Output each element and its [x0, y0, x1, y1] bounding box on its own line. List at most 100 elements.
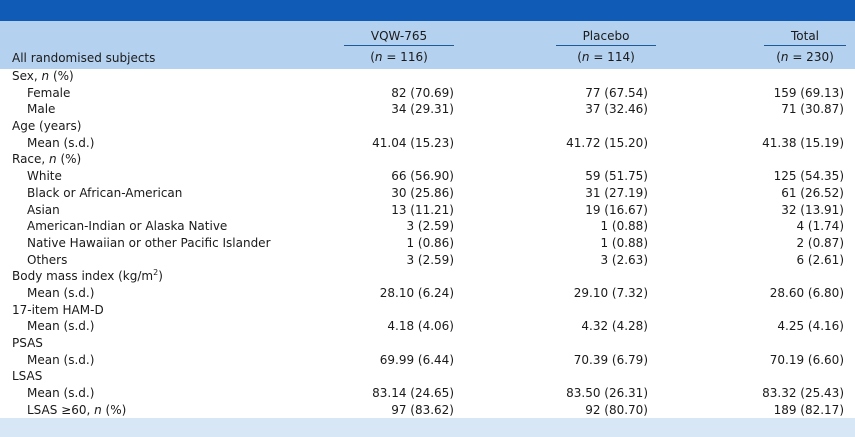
column-n: (n = 114): [577, 50, 635, 64]
cell-value: 3 (2.59): [406, 252, 454, 267]
cell-value: 83.32 (25.43): [762, 386, 844, 401]
table-row: American-Indian or Alaska Native 3 (2.59)…: [0, 218, 855, 235]
bottom-band: [0, 418, 855, 437]
row-label: Male: [27, 102, 56, 117]
cell-value: 6 (2.61): [796, 252, 844, 267]
row-label: Mean (s.d.): [27, 386, 95, 401]
cell-value: 1 (0.88): [600, 219, 648, 234]
row-label: Mean (s.d.): [27, 285, 95, 300]
row-label: Black or African-American: [27, 185, 183, 200]
table-row: Mean (s.d.) 83.14 (24.65) 83.50 (26.31) 83.…: [0, 385, 855, 402]
cell-value: 92 (80.70): [585, 402, 648, 417]
cell-value: 189 (82.17): [773, 402, 844, 417]
column-rule: [556, 45, 656, 46]
table-row: Mean (s.d.) 4.18 (4.06) 4.32 (4.28) 4.25 (4…: [0, 318, 855, 335]
cell-value: 69.99 (6.44): [379, 352, 454, 367]
cell-value: 4.18 (4.06): [387, 319, 454, 334]
cell-value: 125 (54.35): [773, 169, 844, 184]
cell-value: 59 (51.75): [585, 169, 648, 184]
row-label: Age (years): [12, 119, 82, 134]
cell-value: 29.10 (7.32): [573, 285, 648, 300]
column-n: (n = 116): [370, 50, 428, 64]
row-label: Race, n (%): [12, 152, 82, 167]
cell-value: 83.50 (26.31): [566, 386, 648, 401]
table-row: White 66 (56.90) 59 (51.75) 125 (54.35): [0, 168, 855, 185]
column-n: (n = 230): [776, 50, 834, 64]
cell-value: 3 (2.63): [600, 252, 648, 267]
cell-value: 159 (69.13): [773, 85, 844, 100]
row-label: LSAS: [12, 369, 43, 384]
cell-value: 1 (0.88): [600, 235, 648, 250]
cell-value: 41.04 (15.23): [372, 135, 454, 150]
row-label: 17-item HAM-D: [12, 302, 104, 317]
column-rule: [344, 45, 454, 46]
column-title: VQW-765: [370, 29, 428, 43]
row-label: Mean (s.d.): [27, 319, 95, 334]
cell-value: 4 (1.74): [796, 219, 844, 234]
section-row: Race, n (%): [0, 151, 855, 168]
section-row: Sex, n (%): [0, 68, 855, 85]
column-rule: [764, 45, 846, 46]
row-label: Mean (s.d.): [27, 352, 95, 367]
cell-value: 66 (56.90): [391, 169, 454, 184]
cell-value: 83.14 (24.65): [372, 386, 454, 401]
section-row: LSAS: [0, 368, 855, 385]
column-header-total: Total (n = 230): [764, 28, 846, 66]
table-body: Sex, n (%) Female 82 (70.69) 77 (67.54) 159 …: [0, 68, 855, 418]
row-label: Asian: [27, 202, 60, 217]
cell-value: 77 (67.54): [585, 85, 648, 100]
table-row: Mean (s.d.) 69.99 (6.44) 70.39 (6.79) 70.19…: [0, 352, 855, 369]
cell-value: 4.32 (4.28): [581, 319, 648, 334]
cell-value: 30 (25.86): [391, 185, 454, 200]
cell-value: 1 (0.86): [406, 235, 454, 250]
cell-value: 41.72 (15.20): [566, 135, 648, 150]
section-row: Body mass index (kg/m2): [0, 268, 855, 285]
cell-value: 37 (32.46): [585, 102, 648, 117]
row-label: LSAS ≥60, n (%): [27, 402, 127, 417]
column-header-placebo: Placebo (n = 114): [556, 28, 656, 66]
cell-value: 31 (27.19): [585, 185, 648, 200]
cell-value: 4.25 (4.16): [777, 319, 844, 334]
row-label: Native Hawaiian or other Pacific Islande…: [27, 235, 271, 250]
row-label: Others: [27, 252, 68, 267]
column-header-vqw765: VQW-765 (n = 116): [344, 28, 454, 66]
row-label: PSAS: [12, 336, 43, 350]
cell-value: 19 (16.67): [585, 202, 648, 217]
cell-value: 41.38 (15.19): [762, 135, 844, 150]
cell-value: 97 (83.62): [391, 402, 454, 417]
cell-value: 2 (0.87): [796, 235, 844, 250]
section-row: 17-item HAM-D: [0, 302, 855, 319]
table-row: Female 82 (70.69) 77 (67.54) 159 (69.13): [0, 85, 855, 102]
table-row: LSAS ≥60, n (%) 97 (83.62) 92 (80.70) 189 (…: [0, 402, 855, 419]
row-label: Mean (s.d.): [27, 135, 95, 150]
table-row: Native Hawaiian or other Pacific Islande…: [0, 235, 855, 252]
table-row: Black or African-American 30 (25.86) 31 (2…: [0, 185, 855, 202]
top-bar: [0, 0, 855, 21]
row-label: American-Indian or Alaska Native: [27, 219, 228, 234]
row-header-label: All randomised subjects: [12, 51, 156, 65]
section-row: Age (years): [0, 118, 855, 135]
row-label: Female: [27, 85, 71, 100]
table-row: Asian 13 (11.21) 19 (16.67) 32 (13.91): [0, 202, 855, 219]
cell-value: 61 (26.52): [781, 185, 844, 200]
cell-value: 28.10 (6.24): [379, 285, 454, 300]
table-row: Male 34 (29.31) 37 (32.46) 71 (30.87): [0, 101, 855, 118]
cell-value: 70.39 (6.79): [573, 352, 648, 367]
cell-value: 13 (11.21): [391, 202, 454, 217]
cell-value: 71 (30.87): [781, 102, 844, 117]
cell-value: 32 (13.91): [781, 202, 844, 217]
cell-value: 34 (29.31): [391, 102, 454, 117]
column-title: Placebo: [582, 29, 630, 43]
row-label: White: [27, 169, 62, 184]
cell-value: 82 (70.69): [391, 85, 454, 100]
section-row: PSAS: [0, 335, 855, 352]
cell-value: 70.19 (6.60): [769, 352, 844, 367]
column-title: Total: [790, 29, 820, 43]
cell-value: 28.60 (6.80): [769, 285, 844, 300]
row-label: Body mass index (kg/m2): [12, 268, 163, 284]
cell-value: 3 (2.59): [406, 219, 454, 234]
table-row: Mean (s.d.) 28.10 (6.24) 29.10 (7.32) 28.60…: [0, 285, 855, 302]
table-row: Mean (s.d.) 41.04 (15.23) 41.72 (15.20) 41.…: [0, 135, 855, 152]
row-label: Sex, n (%): [12, 69, 74, 83]
